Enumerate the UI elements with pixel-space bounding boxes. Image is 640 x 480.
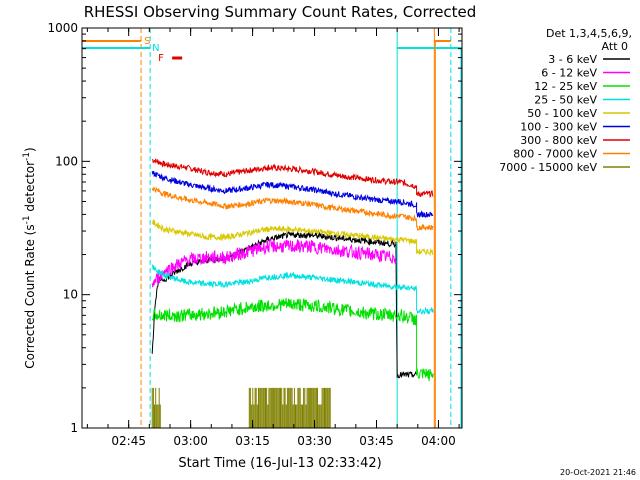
flag-s-label: S [144, 36, 150, 47]
y-axis-label-sup2: -1 [22, 152, 32, 161]
y-tick-label: 10 [63, 288, 78, 302]
legend-entry-label: 7000 - 15000 keV [499, 161, 597, 174]
legend-header-detectors: Det 1,3,4,5,6,9, [546, 27, 632, 40]
series-line [151, 231, 418, 379]
legend-entry-label: 300 - 800 keV [520, 134, 597, 147]
series-line [151, 186, 434, 231]
legend-entry-label: 100 - 300 keV [520, 121, 597, 134]
y-axis-label-main: Corrected Count Rate (s [23, 224, 37, 368]
series-line [151, 297, 434, 382]
series-line [151, 170, 434, 219]
series-line [151, 238, 397, 288]
legend-entry-label: 800 - 7000 keV [513, 148, 597, 161]
flag-n-label: N [152, 43, 159, 54]
y-axis-label: Corrected Count Rate (s-1 detector-1) [22, 147, 37, 368]
x-tick-label: 03:30 [297, 434, 332, 448]
y-axis-label-end: ) [23, 147, 37, 152]
x-tick-label: 04:00 [421, 434, 456, 448]
plot-frame [81, 27, 463, 429]
chart-title: RHESSI Observing Summary Count Rates, Co… [84, 3, 477, 21]
y-tick-label: 100 [55, 154, 78, 168]
y-axis-label-sup: -1 [22, 215, 32, 224]
y-axis-label-tail: detector [23, 161, 37, 216]
x-tick-label: 03:15 [235, 434, 270, 448]
legend-entry-label: 50 - 100 keV [527, 107, 597, 120]
series-line [151, 387, 331, 428]
series-line [152, 158, 434, 198]
x-tick-label: 03:00 [173, 434, 208, 448]
footer-timestamp: 20-Oct-2021 21:46 [560, 468, 636, 477]
legend-header-attenuator: Att 0 [602, 40, 628, 53]
x-tick-label: 02:45 [111, 434, 146, 448]
axes: 1 10 100 1000 02:45 03:00 03:15 03:30 03:45 04:00 [47, 21, 463, 448]
x-axis-label: Start Time (16-Jul-13 02:33:42) [178, 456, 381, 471]
legend-entry-label: 12 - 25 keV [534, 80, 597, 93]
series-line [151, 263, 434, 315]
x-tick-label: 03:45 [359, 434, 394, 448]
legend-entry-label: 3 - 6 keV [548, 53, 597, 66]
legend-entry-label: 6 - 12 keV [541, 67, 597, 80]
y-tick-label: 1000 [47, 21, 78, 35]
legend-entry-label: 25 - 50 keV [534, 94, 597, 107]
flag-f-label: F [158, 53, 164, 64]
y-tick-label: 1 [70, 421, 78, 435]
